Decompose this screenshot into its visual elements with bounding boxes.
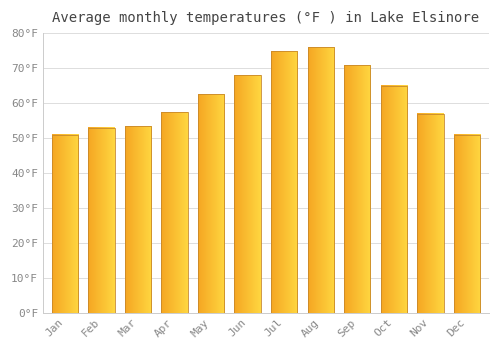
Bar (454, 134, 480, 313)
Bar (52, 134, 78, 313)
Bar (198, 94, 224, 313)
Bar (271, 51, 297, 313)
Bar (308, 47, 334, 313)
Bar (125, 126, 151, 313)
Bar (417, 113, 444, 313)
Bar (162, 112, 188, 313)
Bar (234, 75, 261, 313)
Bar (344, 65, 370, 313)
Bar (380, 86, 407, 313)
Title: Average monthly temperatures (°F ) in Lake Elsinore: Average monthly temperatures (°F ) in La… (52, 11, 480, 25)
Bar (88, 127, 115, 313)
